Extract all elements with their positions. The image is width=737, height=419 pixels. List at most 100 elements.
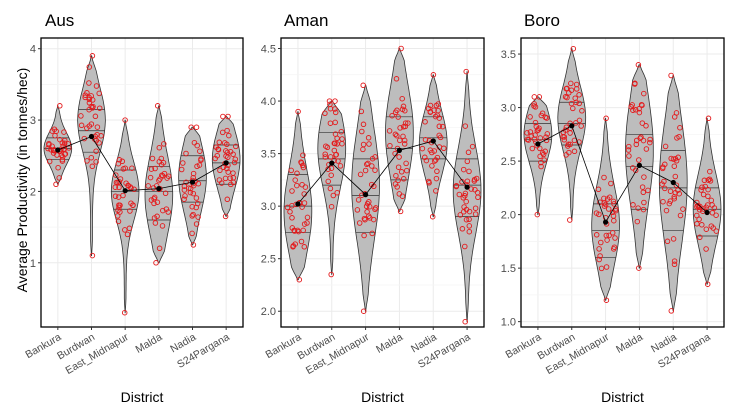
y-tick-label: 4.0 — [261, 96, 276, 108]
data-point — [602, 201, 609, 208]
data-point — [148, 166, 155, 172]
data-point — [127, 208, 133, 214]
data-point — [694, 204, 700, 210]
data-point — [433, 188, 439, 194]
data-point — [598, 265, 605, 272]
data-point — [472, 211, 479, 217]
x-tick-label: Malda — [374, 331, 405, 356]
data-point — [78, 113, 84, 119]
data-point — [149, 155, 156, 162]
data-point — [86, 123, 93, 129]
data-point — [536, 94, 543, 100]
data-point — [466, 168, 472, 175]
data-point — [531, 94, 538, 100]
data-point — [711, 205, 718, 211]
data-point — [304, 220, 310, 226]
data-point — [328, 172, 334, 178]
data-point — [322, 110, 328, 117]
data-point — [705, 115, 712, 122]
data-point — [576, 139, 582, 145]
data-point — [299, 181, 305, 188]
violin-burdwan — [317, 100, 347, 275]
data-point — [568, 87, 575, 93]
data-point — [568, 100, 575, 107]
data-point — [697, 203, 703, 210]
data-point — [231, 159, 238, 166]
mean-point — [363, 192, 369, 198]
data-point — [328, 203, 335, 210]
data-point — [673, 182, 680, 188]
mean-point — [636, 162, 643, 168]
data-point — [222, 213, 229, 220]
data-point — [643, 123, 649, 129]
data-point — [152, 165, 158, 172]
y-tick-label: 4.5 — [261, 44, 276, 56]
data-point — [190, 211, 196, 218]
data-point — [593, 210, 600, 216]
data-point — [694, 221, 700, 227]
data-point — [122, 227, 128, 233]
data-point — [532, 119, 539, 126]
data-point — [667, 188, 674, 194]
data-point — [403, 160, 409, 167]
data-point — [369, 230, 375, 237]
data-point — [703, 246, 709, 252]
data-point — [295, 228, 302, 235]
data-point — [165, 209, 171, 215]
data-point — [147, 174, 154, 181]
data-point — [568, 80, 574, 87]
data-point — [325, 178, 331, 185]
data-point — [439, 123, 446, 130]
data-point — [115, 218, 122, 225]
data-point — [601, 200, 608, 206]
data-point — [671, 258, 678, 264]
mean-point — [55, 147, 61, 153]
mean-point — [396, 147, 402, 153]
data-point — [576, 92, 582, 98]
data-point — [55, 164, 61, 171]
data-point — [394, 132, 400, 139]
data-point — [86, 106, 92, 113]
data-point — [641, 174, 647, 180]
data-point — [401, 141, 408, 147]
data-point — [429, 213, 436, 220]
data-point — [608, 180, 614, 187]
data-point — [78, 122, 85, 129]
data-point — [595, 186, 602, 193]
data-point — [662, 185, 668, 192]
data-point — [601, 174, 607, 181]
data-point — [434, 168, 440, 175]
data-point — [671, 261, 678, 268]
data-point — [422, 154, 428, 161]
data-point — [225, 113, 231, 120]
data-point — [396, 154, 402, 160]
data-point — [339, 136, 345, 142]
data-point — [233, 143, 239, 150]
data-point — [288, 167, 294, 174]
data-point — [156, 245, 163, 252]
data-point — [676, 133, 682, 140]
data-point — [193, 195, 200, 201]
data-point — [366, 141, 372, 147]
data-point — [164, 175, 170, 181]
data-point — [668, 155, 674, 162]
data-point — [86, 64, 93, 70]
data-point — [525, 137, 532, 143]
data-point — [193, 221, 200, 227]
y-tick-label: 2.5 — [261, 254, 276, 266]
data-point — [597, 253, 603, 259]
data-point — [611, 244, 618, 250]
data-point — [609, 230, 616, 236]
data-point — [400, 103, 407, 110]
data-point — [629, 102, 635, 108]
data-point — [50, 150, 57, 156]
data-point — [706, 176, 713, 182]
data-point — [129, 165, 135, 171]
data-point — [96, 90, 102, 97]
data-point — [116, 157, 123, 163]
data-point — [365, 160, 371, 167]
data-point — [359, 128, 365, 135]
data-point — [635, 205, 641, 211]
data-point — [92, 113, 99, 120]
